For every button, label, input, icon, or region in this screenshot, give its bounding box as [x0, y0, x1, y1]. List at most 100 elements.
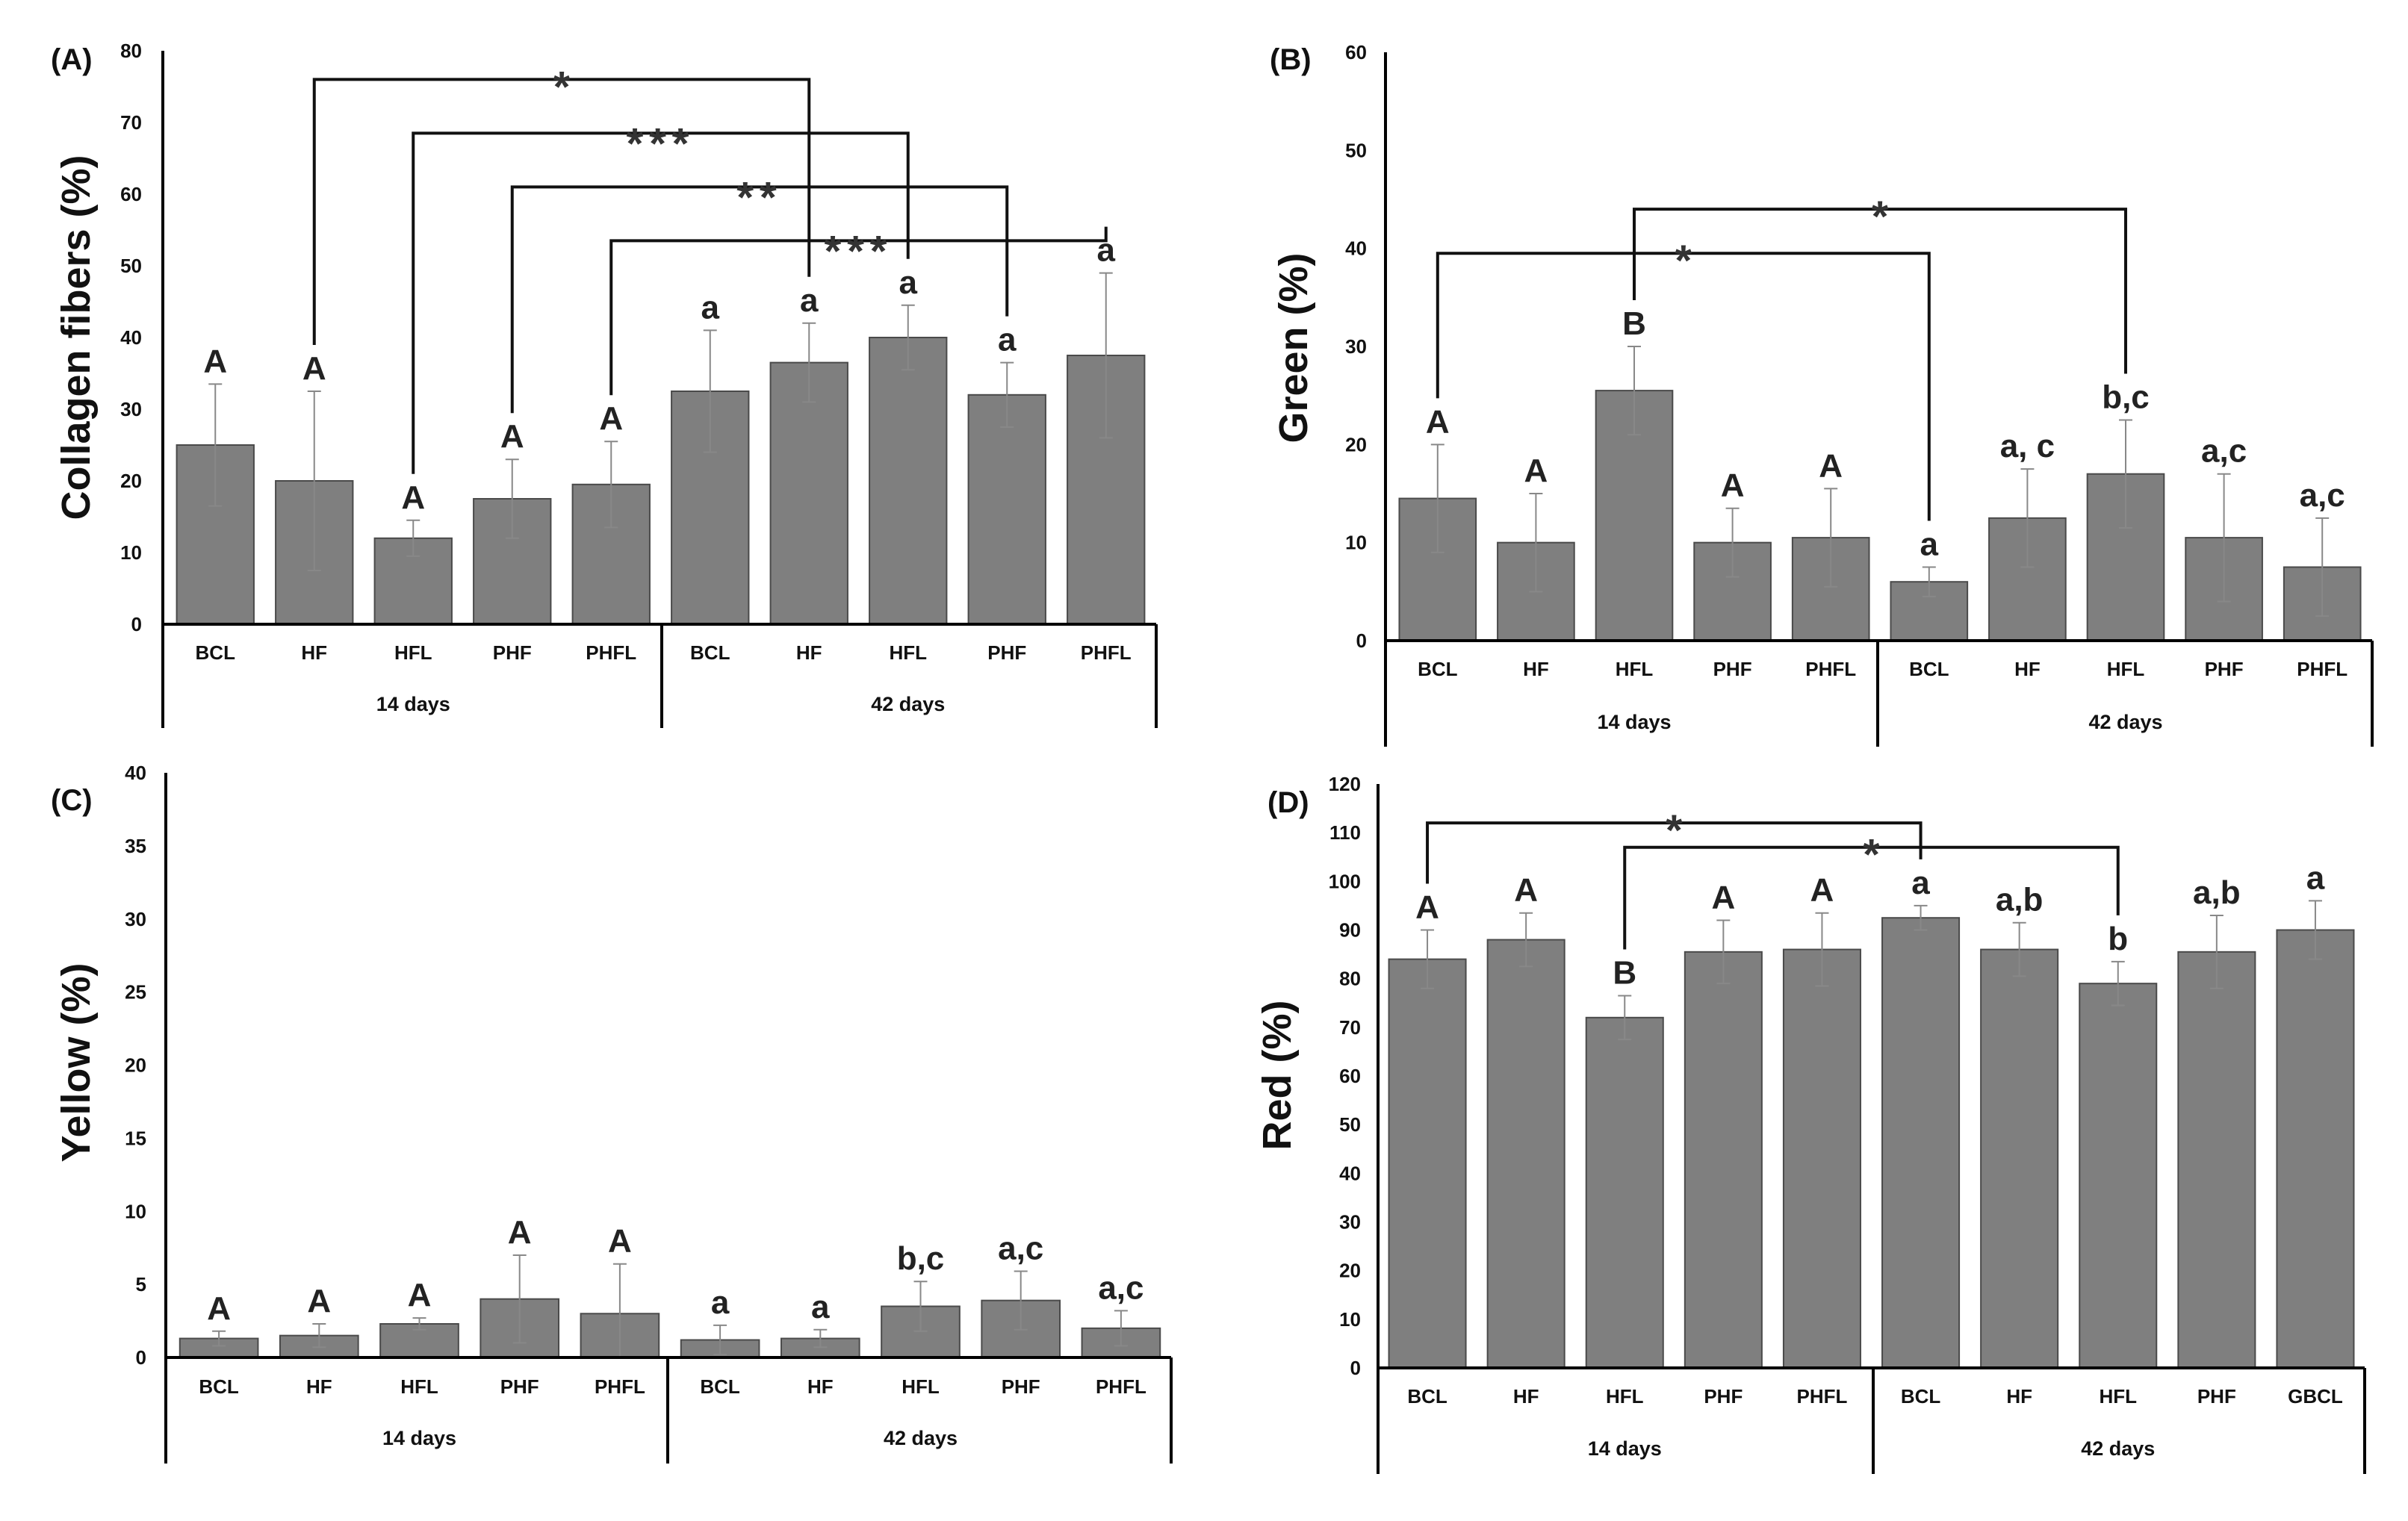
- category-label: HF: [807, 1375, 834, 1398]
- category-label: BCL: [1407, 1385, 1447, 1408]
- y-axis-title: Green (%): [1271, 252, 1316, 443]
- y-tick-label: 50: [1345, 139, 1367, 161]
- category-label: BCL: [196, 641, 236, 664]
- y-tick-label: 15: [125, 1127, 146, 1149]
- y-tick-label: 30: [1345, 335, 1367, 358]
- significance-stars: *: [1872, 193, 1889, 241]
- category-label: PHFL: [595, 1375, 645, 1398]
- y-tick-label: 20: [1339, 1260, 1361, 1282]
- significance-letter: B: [1622, 305, 1646, 342]
- significance-letter: A: [1524, 452, 1548, 489]
- bar: [2079, 983, 2158, 1369]
- significance-stars: *: [1675, 237, 1692, 285]
- significance-letter: a,c: [2300, 477, 2345, 514]
- category-label: HFL: [902, 1375, 940, 1398]
- significance-stars: *: [553, 63, 571, 111]
- y-tick-label: 60: [1339, 1065, 1361, 1087]
- significance-letter: a: [2306, 859, 2325, 896]
- panel-a: (A) Collagen fibers (%) 0 10 20 30 40 50 60 70 80 A…: [51, 40, 1158, 728]
- bar: [2177, 951, 2256, 1369]
- y-tick-label: 80: [120, 40, 142, 62]
- group-label: 42 days: [871, 693, 945, 715]
- significance-letter: A: [1721, 467, 1745, 504]
- significance-letter: A: [608, 1223, 632, 1260]
- category-label: HF: [1523, 658, 1549, 680]
- significance-stars: *: [1666, 806, 1683, 855]
- significance-letter: a: [1920, 526, 1939, 563]
- y-axis-title: Collagen fibers (%): [54, 155, 99, 520]
- category-label: PHF: [1704, 1385, 1743, 1408]
- bar: [1782, 948, 1861, 1369]
- panel-label: (C): [51, 784, 93, 817]
- y-tick-label: 110: [1329, 821, 1361, 844]
- significance-letter: b: [2108, 921, 2128, 957]
- category-label: BCL: [700, 1375, 740, 1398]
- y-tick-label: 60: [1345, 41, 1367, 63]
- significance-bracket: [1426, 821, 1923, 884]
- significance-letter: a,c: [1098, 1269, 1144, 1306]
- significance-stars: ***: [627, 119, 695, 168]
- significance-bracket: [1623, 845, 2120, 950]
- group-label: 14 days: [1597, 711, 1671, 733]
- category-label: BCL: [690, 641, 730, 664]
- y-axis-title: Yellow (%): [54, 962, 99, 1162]
- bar: [1980, 948, 2059, 1369]
- y-tick-label: 40: [120, 326, 142, 349]
- significance-letter: a: [899, 264, 918, 301]
- category-label: PHF: [2205, 658, 2244, 680]
- y-tick-label: 80: [1339, 968, 1361, 990]
- y-tick-label: 40: [1345, 237, 1367, 260]
- significance-letter: A: [302, 350, 326, 387]
- significance-letter: a, c: [2000, 428, 2055, 464]
- category-label: HF: [796, 641, 822, 664]
- bar: [2276, 929, 2355, 1369]
- significance-letter: a,c: [2201, 433, 2247, 470]
- y-tick-label: 10: [125, 1200, 146, 1222]
- significance-letter: A: [401, 479, 425, 516]
- significance-letter: a: [701, 289, 720, 326]
- significance-letter: a: [1911, 865, 1930, 901]
- category-label: PHFL: [2297, 658, 2348, 680]
- category-label: PHF: [1002, 1375, 1040, 1398]
- significance-bracket: [510, 185, 1009, 414]
- y-tick-label: 70: [120, 111, 142, 134]
- group-label: 42 days: [2088, 711, 2162, 733]
- y-tick-label: 90: [1339, 919, 1361, 942]
- category-label: HF: [2006, 1385, 2032, 1408]
- y-tick-label: 100: [1329, 870, 1361, 892]
- category-label: PHFL: [1096, 1375, 1146, 1398]
- category-label: HFL: [394, 641, 432, 664]
- category-label: HF: [301, 641, 327, 664]
- significance-stars: *: [1863, 831, 1880, 880]
- y-tick-label: 30: [120, 398, 142, 420]
- panel-label: (A): [51, 43, 93, 76]
- category-label: PHF: [500, 1375, 539, 1398]
- significance-letter: a,c: [998, 1231, 1043, 1267]
- bar: [869, 337, 948, 625]
- significance-letter: B: [1613, 954, 1636, 991]
- significance-letter: A: [1415, 889, 1439, 926]
- category-label: PHFL: [1805, 658, 1856, 680]
- category-label: BCL: [1909, 658, 1949, 680]
- y-tick-label: 40: [1339, 1162, 1361, 1184]
- y-tick-label: 50: [120, 255, 142, 277]
- category-label: PHF: [493, 641, 532, 664]
- significance-letter: A: [203, 343, 227, 379]
- significance-stars: **: [736, 173, 782, 222]
- y-tick-label: 10: [120, 541, 142, 564]
- category-label: GBCL: [2288, 1385, 2343, 1408]
- significance-letter: A: [1426, 403, 1450, 440]
- category-label: HFL: [400, 1375, 438, 1398]
- category-label: PHFL: [1797, 1385, 1848, 1408]
- y-tick-label: 120: [1329, 773, 1361, 795]
- bar: [1585, 1016, 1664, 1369]
- significance-letter: A: [1711, 879, 1735, 915]
- significance-letter: A: [500, 418, 524, 455]
- panel-label: (B): [1270, 43, 1312, 76]
- significance-letter: A: [307, 1283, 331, 1319]
- significance-bracket: [1633, 208, 2127, 374]
- category-label: PHFL: [1081, 641, 1132, 664]
- significance-letter: a: [811, 1289, 830, 1325]
- y-tick-label: 20: [120, 470, 142, 492]
